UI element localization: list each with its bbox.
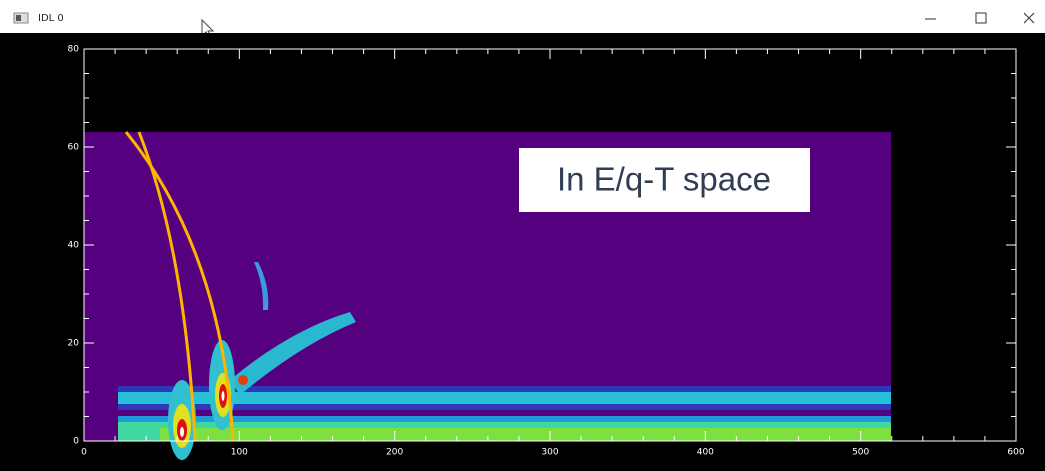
heatmap-spot [238,375,248,385]
y-tick-label: 60 [68,143,80,153]
annotation: In E/q-T space [557,161,771,198]
title-bar [0,0,1045,33]
x-tick-label: 400 [697,448,714,458]
window-icon-part [16,15,21,21]
x-tick-label: 0 [81,448,87,458]
x-tick-label: 100 [231,448,248,458]
y-tick-label: 80 [68,45,80,55]
x-tick-label: 300 [541,448,558,458]
x-tick-label: 500 [852,448,869,458]
window: IDL 0 In E/q-T space 0100200300400500600… [0,0,1045,471]
heatmap-spot [222,391,225,401]
y-tick-label: 20 [68,339,80,349]
x-tick-label: 600 [1007,448,1024,458]
y-tick-label: 0 [73,437,79,447]
window-title: IDL 0 [38,13,64,24]
y-tick-label: 40 [68,241,80,251]
page: IDL 0 In E/q-T space 0100200300400500600… [0,0,1045,471]
x-tick-label: 200 [386,448,403,458]
heatmap-spot [180,427,184,437]
heatmap-band [160,428,891,441]
